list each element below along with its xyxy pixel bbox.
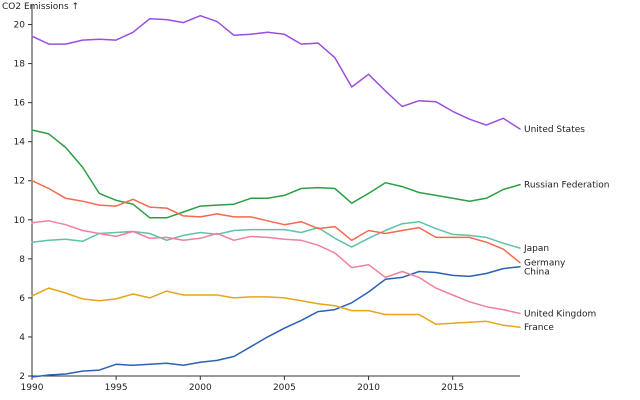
x-tick-label: 1990 bbox=[21, 383, 44, 393]
y-tick-label: 12 bbox=[14, 177, 25, 187]
x-tick-label: 2010 bbox=[357, 383, 380, 393]
x-tick-label: 2005 bbox=[273, 383, 296, 393]
series-label-japan: Japan bbox=[523, 244, 549, 254]
y-tick-label: 4 bbox=[19, 333, 25, 343]
x-axis: 1990 1995 2000 2005 2010 2015 bbox=[21, 375, 520, 393]
series-label-china: China bbox=[524, 268, 550, 278]
y-tick-label: 10 bbox=[14, 216, 26, 226]
x-tick-label: 2015 bbox=[441, 383, 464, 393]
y-tick-label: 6 bbox=[19, 294, 25, 304]
x-tick-label: 1995 bbox=[105, 383, 128, 393]
series-lines bbox=[31, 14, 521, 378]
y-tick-label: 16 bbox=[14, 99, 26, 109]
y-axis: 2 4 6 8 10 12 14 16 18 20 bbox=[14, 5, 33, 382]
x-tick-label: 2000 bbox=[189, 383, 212, 393]
series-line-japan bbox=[31, 220, 521, 249]
series-label-france: France bbox=[524, 323, 554, 333]
y-tick-label: 2 bbox=[19, 372, 25, 382]
series-line-germany bbox=[31, 179, 521, 264]
series-label-russian-federation: Russian Federation bbox=[524, 181, 609, 191]
series-line-china bbox=[31, 265, 521, 378]
series-labels: United States Russian Federation Japan Germ… bbox=[523, 125, 609, 333]
series-label-germany: Germany bbox=[524, 259, 566, 269]
series-line-russian-federation bbox=[31, 129, 521, 219]
series-line-united-kingdom bbox=[31, 220, 521, 315]
y-tick-label: 14 bbox=[14, 138, 26, 148]
y-tick-label: 8 bbox=[19, 255, 25, 265]
series-label-united-kingdom: United Kingdom bbox=[524, 310, 596, 320]
series-line-france bbox=[31, 287, 521, 328]
series-label-united-states: United States bbox=[524, 125, 585, 135]
y-tick-label: 20 bbox=[14, 21, 26, 31]
series-line-united-states bbox=[31, 14, 521, 130]
y-axis-title: CO2 Emissions ↑ bbox=[2, 2, 79, 12]
y-tick-label: 18 bbox=[14, 60, 26, 70]
